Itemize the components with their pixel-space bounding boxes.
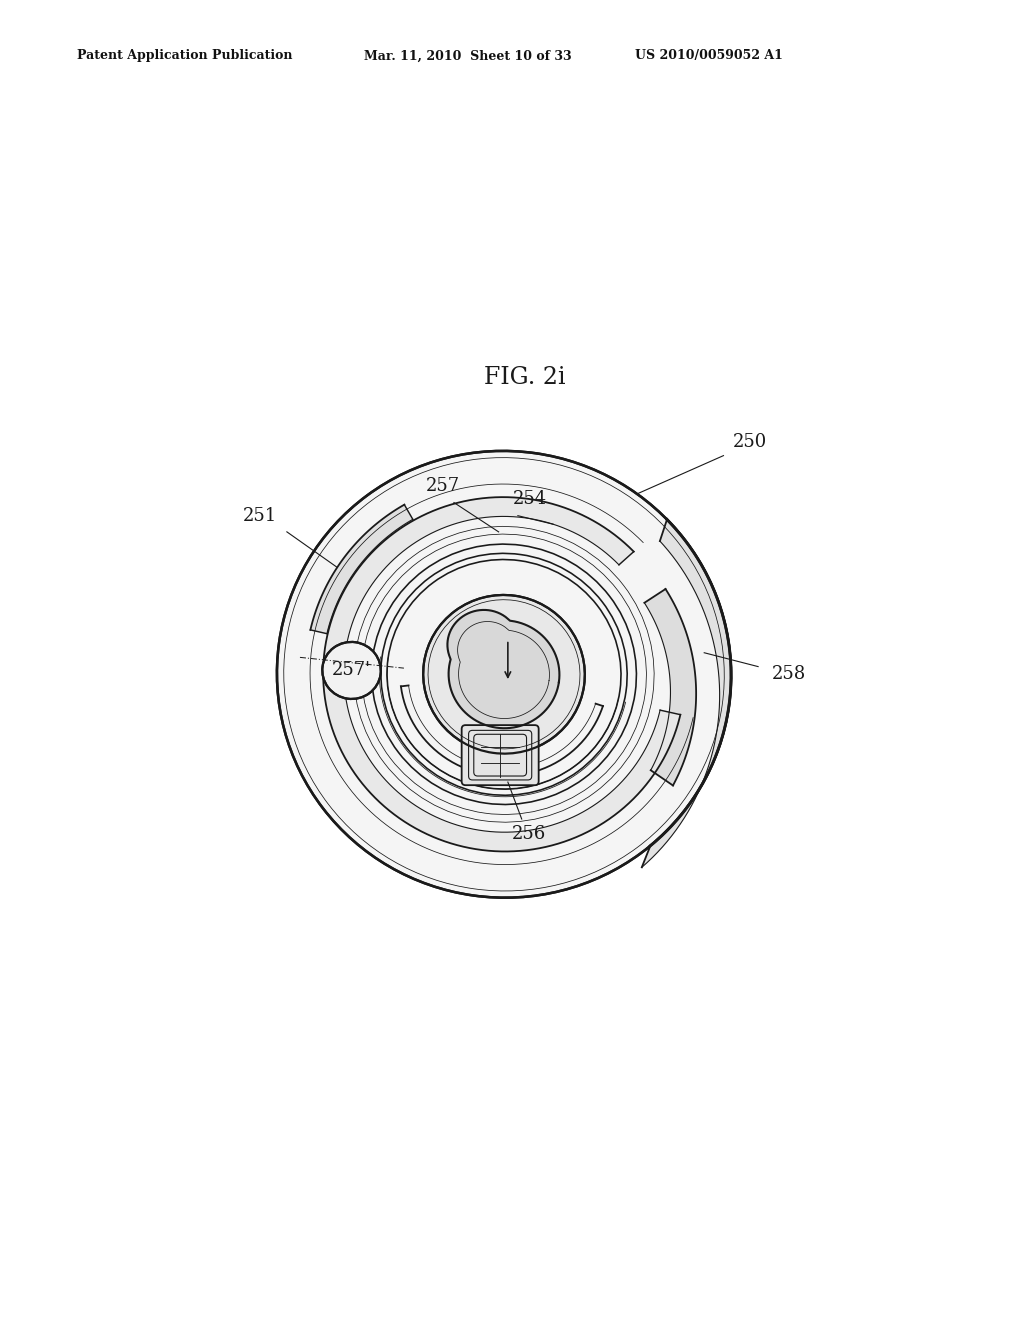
- Text: 258: 258: [772, 665, 806, 684]
- Polygon shape: [447, 610, 559, 729]
- Polygon shape: [644, 589, 696, 785]
- Text: Patent Application Publication: Patent Application Publication: [77, 49, 292, 62]
- Polygon shape: [310, 504, 413, 634]
- Polygon shape: [642, 520, 731, 867]
- Text: 257: 257: [425, 477, 460, 495]
- FancyBboxPatch shape: [462, 725, 539, 785]
- Text: FIG. 2i: FIG. 2i: [484, 367, 565, 389]
- Text: 256: 256: [512, 825, 547, 843]
- Text: 257': 257': [332, 661, 371, 680]
- Text: Mar. 11, 2010  Sheet 10 of 33: Mar. 11, 2010 Sheet 10 of 33: [364, 49, 571, 62]
- Ellipse shape: [323, 642, 381, 700]
- Text: US 2010/0059052 A1: US 2010/0059052 A1: [635, 49, 782, 62]
- Text: 254: 254: [512, 490, 547, 508]
- Text: 251: 251: [243, 507, 278, 525]
- Ellipse shape: [423, 595, 585, 754]
- Ellipse shape: [276, 451, 731, 898]
- Polygon shape: [324, 498, 680, 851]
- Text: 250: 250: [733, 433, 768, 450]
